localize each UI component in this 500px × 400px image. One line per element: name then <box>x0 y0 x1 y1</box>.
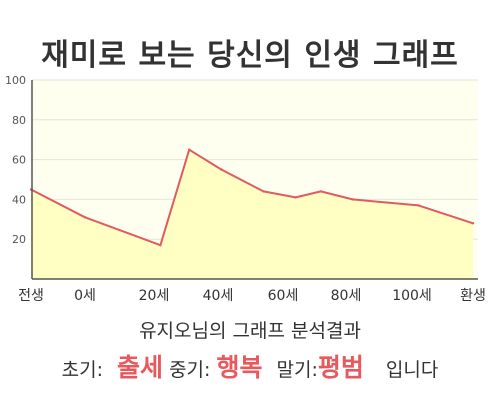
result-ending: 입니다 <box>385 359 439 381</box>
analysis-result: 초기: 출세 중기: 행복 말기:평범 입니다 <box>0 348 500 384</box>
early-label: 초기: <box>61 359 104 381</box>
x-tick-label: 60세 <box>268 288 299 304</box>
x-tick-label: 80세 <box>331 288 362 304</box>
y-tick-label: 80 <box>12 114 26 127</box>
x-tick-label: 20세 <box>139 288 170 304</box>
data-point <box>83 216 87 219</box>
late-value: 평범 <box>317 353 364 382</box>
mid-label: 중기: <box>169 359 211 381</box>
data-point <box>294 196 297 199</box>
x-tick-label: 40세 <box>203 288 234 304</box>
x-tick-label: 환생 <box>460 288 486 304</box>
late-label: 말기: <box>276 359 318 381</box>
data-point <box>188 148 191 151</box>
data-point <box>319 190 322 193</box>
y-tick-label: 60 <box>12 154 26 167</box>
y-tick-label: 100 <box>5 74 26 87</box>
data-point <box>417 204 420 207</box>
data-point <box>159 244 162 247</box>
data-point <box>220 168 223 171</box>
early-value: 출세 <box>117 353 164 382</box>
series-area <box>31 149 473 279</box>
x-tick-label: 전생 <box>18 288 44 304</box>
y-tick-label: 40 <box>12 193 26 206</box>
data-point <box>351 198 354 201</box>
mid-value: 행복 <box>216 353 263 382</box>
analysis-summary: 유지오님의 그래프 분석결과 <box>139 320 361 342</box>
y-tick-label: 20 <box>12 233 26 246</box>
x-tick-label: 100세 <box>392 288 432 304</box>
life-graph-chart: 20 40 60 80 100 전생 0세 20세 40세 60세 80세 100세 환생 <box>5 74 486 304</box>
data-point <box>471 222 475 225</box>
page-title: 재미로 보는 당신의 인생 그래프 <box>41 38 459 73</box>
x-tick-label: 0세 <box>74 288 96 304</box>
data-point <box>262 190 265 193</box>
